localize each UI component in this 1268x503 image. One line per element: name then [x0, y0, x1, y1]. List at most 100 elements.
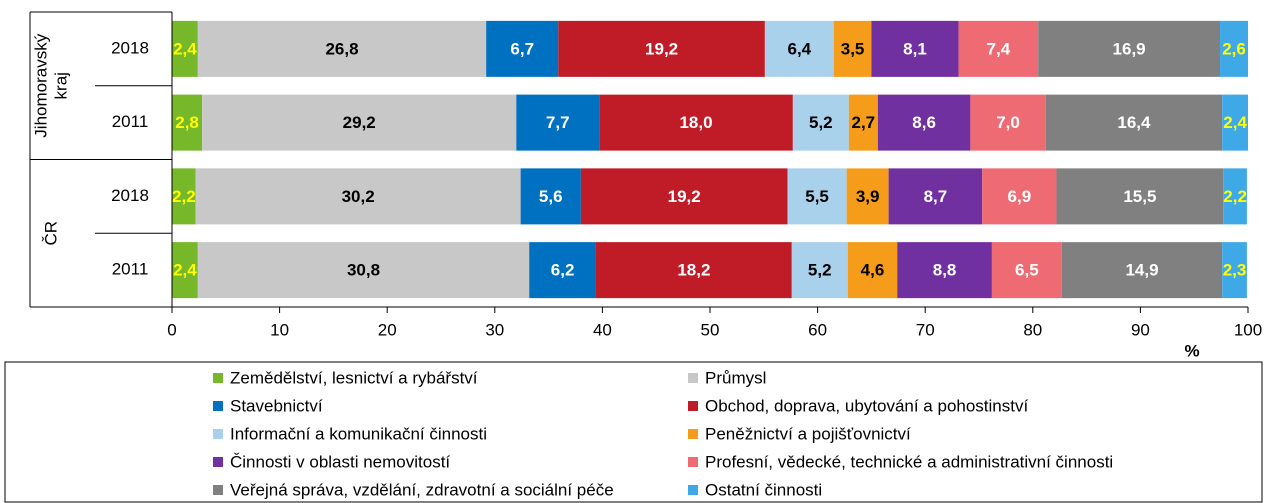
x-tick-label: 50 [701, 320, 720, 339]
legend-swatch [213, 457, 223, 467]
x-tick-label: 0 [167, 320, 176, 339]
value-label: 2,4 [173, 261, 197, 280]
x-tick-label: 20 [378, 320, 397, 339]
bar-segment [580, 168, 788, 225]
value-label: 2,7 [852, 113, 876, 132]
bar-segment [197, 20, 487, 77]
bar-segment [871, 20, 959, 77]
value-label: 29,2 [343, 113, 376, 132]
legend-swatch [213, 373, 223, 383]
bar-segment [833, 20, 872, 77]
legend-label: Profesní, vědecké, technické a administr… [705, 452, 1113, 471]
bar-segment [1045, 94, 1223, 151]
bar-segment [202, 94, 517, 151]
legend-label: Obchod, doprava, ubytování a pohostinstv… [705, 396, 1028, 415]
value-label: 18,2 [677, 261, 710, 280]
value-label: 8,1 [903, 39, 927, 58]
group-label: kraj [51, 72, 70, 99]
bar-segment [877, 94, 971, 151]
x-tick-label: 30 [485, 320, 504, 339]
bar-segment [1223, 168, 1247, 225]
value-label: 6,2 [551, 261, 575, 280]
value-label: 8,6 [912, 113, 936, 132]
bar-segment [888, 168, 983, 225]
legend-label: Peněžnictví a pojišťovnictví [705, 424, 911, 443]
legend-label: Stavebnictví [230, 396, 323, 415]
value-label: 6,9 [1008, 187, 1032, 206]
x-tick-label: 90 [1131, 320, 1150, 339]
legend-label: Informační a komunikační činnosti [230, 424, 487, 443]
x-tick-label: 70 [916, 320, 935, 339]
value-label: 5,2 [809, 113, 833, 132]
legend-swatch [213, 485, 223, 495]
value-label: 2,2 [1223, 187, 1247, 206]
legend-swatch [213, 401, 223, 411]
bar-segment [787, 168, 847, 225]
bar-segment [172, 168, 196, 225]
value-label: 2,8 [175, 113, 199, 132]
value-label: 5,5 [805, 187, 829, 206]
bar-segment [516, 94, 600, 151]
value-label: 19,2 [668, 187, 701, 206]
bar-segment [897, 242, 992, 299]
bar-segment [195, 168, 521, 225]
value-label: 18,0 [679, 113, 712, 132]
bar-segment [848, 94, 878, 151]
legend-swatch [688, 401, 698, 411]
bar-segment [595, 242, 792, 299]
legend-label: Činnosti v oblasti nemovitostí [230, 452, 450, 471]
x-tick-label: 100 [1234, 320, 1262, 339]
x-tick-label: 60 [808, 320, 827, 339]
value-label: 2,6 [1222, 39, 1246, 58]
bar-segment [558, 20, 765, 77]
bar-segment [529, 242, 596, 299]
bar-segment [1222, 242, 1247, 299]
group-label: Jihomoravský [31, 33, 50, 137]
value-label: 26,8 [325, 39, 358, 58]
bar-segment [172, 94, 203, 151]
bar-segment [847, 242, 898, 299]
legend-swatch [688, 457, 698, 467]
value-label: 16,9 [1113, 39, 1146, 58]
bar-segment [970, 94, 1046, 151]
x-tick-label: 80 [1023, 320, 1042, 339]
value-label: 2,4 [173, 39, 197, 58]
legend-label: Průmysl [705, 368, 766, 387]
bar-segment [599, 94, 793, 151]
value-label: 2,3 [1223, 261, 1247, 280]
bar-segment [982, 168, 1057, 225]
value-label: 15,5 [1123, 187, 1156, 206]
value-label: 2,4 [1223, 113, 1247, 132]
x-axis-label: % [1184, 341, 1199, 360]
value-label: 6,4 [787, 39, 811, 58]
value-label: 3,9 [856, 187, 880, 206]
bar-segment [1061, 242, 1223, 299]
bar-segment [991, 242, 1062, 299]
y-tick-label: 2011 [112, 260, 149, 279]
value-label: 30,8 [347, 261, 380, 280]
bar-segment [791, 242, 848, 299]
value-label: 7,7 [546, 113, 570, 132]
bar-segment [1220, 20, 1248, 77]
x-tick-label: 10 [270, 320, 289, 339]
bar-segment [172, 20, 198, 77]
bar-segment [792, 94, 849, 151]
bar-segment [764, 20, 834, 77]
bar-segment [197, 242, 530, 299]
value-label: 19,2 [645, 39, 678, 58]
value-label: 3,5 [841, 39, 865, 58]
bar-segment [520, 168, 581, 225]
bar-segment [1056, 168, 1224, 225]
bar-segment [846, 168, 889, 225]
legend-label: Ostatní činnosti [705, 480, 822, 499]
bar-segment [486, 20, 559, 77]
value-label: 7,4 [987, 39, 1011, 58]
bar-segment [1222, 94, 1248, 151]
bar-segment [172, 242, 198, 299]
legend-swatch [688, 373, 698, 383]
value-label: 5,6 [539, 187, 563, 206]
y-tick-label: 2011 [112, 112, 149, 131]
value-label: 7,0 [996, 113, 1020, 132]
group-label: ČR [41, 221, 60, 246]
